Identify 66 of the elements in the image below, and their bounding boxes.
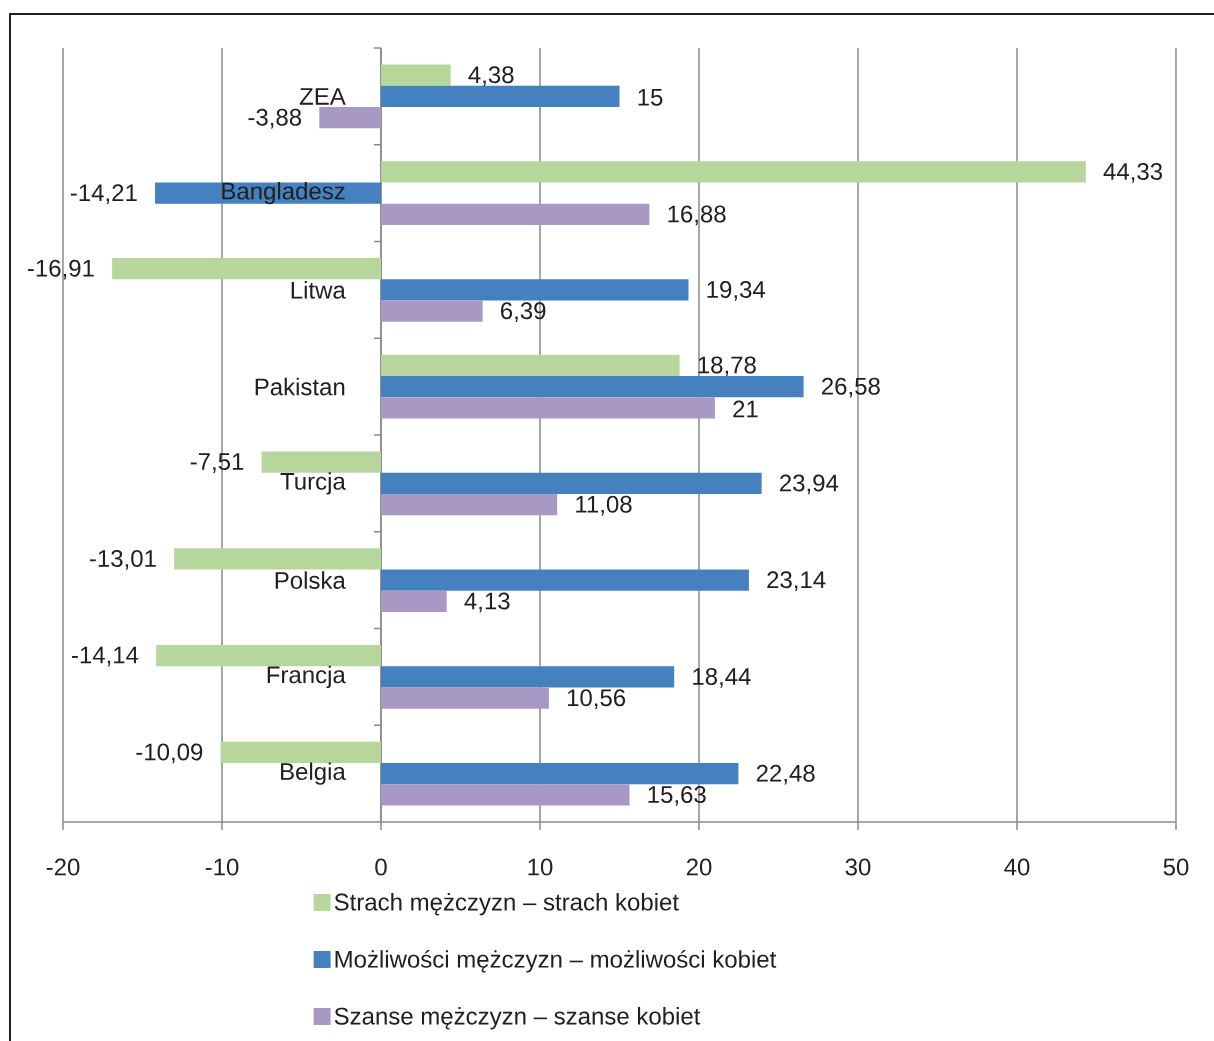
- y-tick-label: Pakistan: [255, 377, 345, 396]
- data-label: 4,13: [464, 592, 510, 613]
- y-tick-label: ZEA: [299, 88, 346, 105]
- bar: [381, 666, 675, 688]
- bar: [381, 354, 680, 376]
- data-label: 16,88: [668, 205, 726, 226]
- bar: [220, 741, 381, 763]
- data-label: -10,09: [136, 743, 203, 764]
- bar: [381, 784, 630, 806]
- data-label: -14,21: [70, 184, 137, 205]
- data-label: 18,78: [698, 356, 756, 377]
- data-label: 15: [638, 89, 663, 106]
- data-label: 18,44: [693, 667, 751, 688]
- bar: [112, 257, 381, 280]
- bar: [381, 590, 447, 613]
- bar: [381, 472, 762, 495]
- bar: [381, 300, 483, 322]
- y-tick-label: Litwa: [291, 281, 346, 299]
- data-label: 26,58: [822, 377, 880, 398]
- data-label: 6,39: [501, 302, 546, 323]
- data-label: -13,01: [89, 549, 156, 570]
- bar: [381, 762, 739, 785]
- data-label: 21: [733, 400, 758, 418]
- bar: [381, 494, 558, 516]
- x-tick-label: 10: [528, 858, 553, 876]
- data-label: 44,33: [1103, 162, 1163, 183]
- data-label: 11,08: [576, 495, 632, 516]
- bar: [381, 569, 749, 591]
- data-label: 22,48: [756, 764, 815, 785]
- y-tick-label: Turcja: [280, 472, 346, 495]
- x-tick-label: -10: [205, 858, 239, 876]
- bar: [381, 375, 804, 398]
- data-label: 15,63: [648, 786, 706, 806]
- bar: [381, 203, 650, 226]
- data-label: 10,56: [567, 689, 626, 710]
- data-label: -14,14: [71, 646, 139, 667]
- x-tick-label: 20: [686, 858, 712, 876]
- y-tick-label: Francja: [267, 665, 346, 689]
- y-tick-label: Belgia: [281, 762, 346, 785]
- y-tick-label: Bangladesz: [222, 181, 345, 205]
- data-label: -7,51: [190, 453, 244, 473]
- legend-label: Strach mężczyzn – strach kobiet: [334, 893, 679, 916]
- bar: [174, 548, 381, 570]
- x-tick-label: 30: [845, 858, 871, 876]
- x-tick-label: -20: [46, 858, 80, 876]
- bar: [381, 161, 1086, 183]
- bar: [381, 64, 451, 86]
- data-label: -3,88: [248, 108, 302, 129]
- bar: [381, 397, 715, 419]
- data-label: -16,91: [27, 259, 94, 280]
- x-tick-label: 0: [375, 858, 387, 876]
- bar: [381, 85, 620, 108]
- bar: [381, 687, 549, 709]
- data-label: 23,94: [780, 474, 839, 495]
- y-tick-label: Polska: [275, 571, 346, 589]
- bar: [319, 107, 381, 129]
- x-tick-label: 50: [1163, 858, 1189, 876]
- bar: [261, 451, 381, 473]
- bar: [156, 644, 381, 667]
- x-tick-label: 40: [1004, 858, 1030, 876]
- legend-label: Szanse mężczyzn – szanse kobiet: [334, 1007, 701, 1030]
- data-label: 19,34: [707, 280, 766, 301]
- legend-label: Możliwości mężczyzn – możliwości kobiet: [335, 949, 777, 973]
- bar: [381, 279, 689, 301]
- data-label: 4,38: [468, 66, 514, 87]
- data-label: 23,14: [767, 571, 826, 592]
